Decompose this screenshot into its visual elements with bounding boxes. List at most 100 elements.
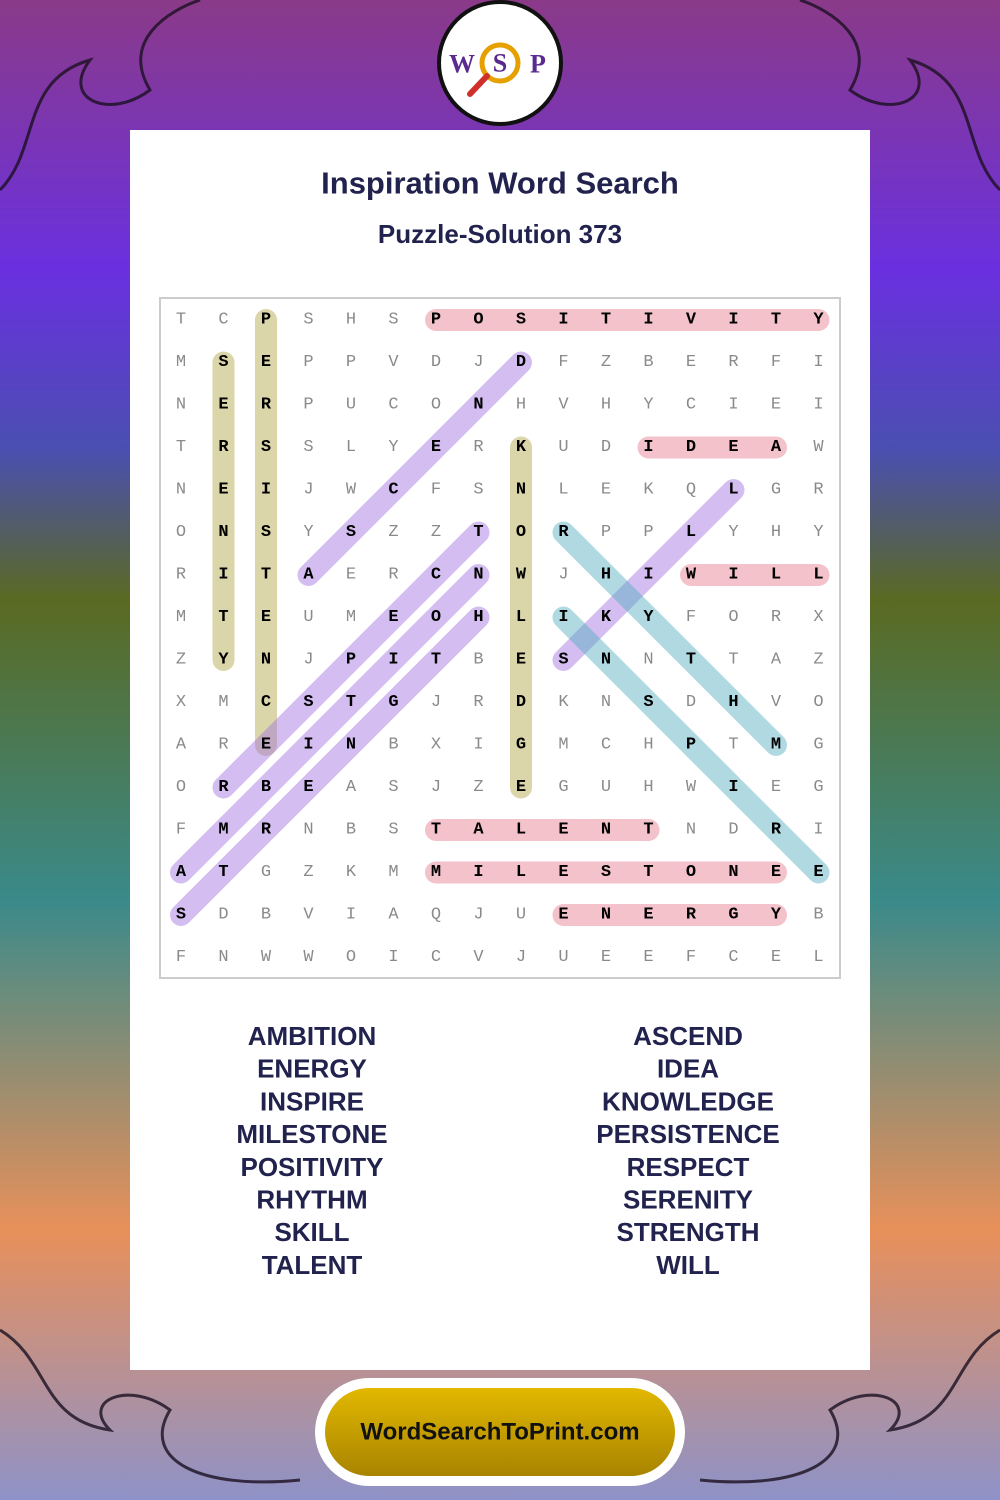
grid-letter: M bbox=[431, 863, 441, 882]
grid-letter: Z bbox=[601, 353, 611, 372]
grid-letter: V bbox=[558, 396, 569, 415]
grid-letter: D bbox=[431, 353, 441, 372]
grid-letter: A bbox=[303, 566, 314, 585]
grid-letter: I bbox=[388, 651, 398, 670]
grid-letter: P bbox=[261, 311, 271, 330]
grid-letter: O bbox=[346, 948, 356, 967]
grid-letter: X bbox=[813, 608, 823, 627]
grid-letter: N bbox=[346, 736, 356, 755]
grid-letter: E bbox=[516, 778, 526, 797]
logo-letter: P bbox=[530, 50, 546, 79]
word: MILESTONE bbox=[236, 1119, 387, 1149]
footer-url[interactable]: WordSearchToPrint.com bbox=[360, 1419, 639, 1446]
grid-letter: O bbox=[431, 608, 441, 627]
grid-letter: P bbox=[431, 311, 441, 330]
grid-letter: H bbox=[771, 523, 781, 542]
grid-letter: L bbox=[728, 481, 738, 500]
word: SKILL bbox=[274, 1217, 349, 1247]
grid-letter: W bbox=[686, 778, 697, 797]
grid-letter: R bbox=[728, 353, 738, 372]
grid-letter: C bbox=[431, 948, 441, 967]
grid-letter: T bbox=[261, 566, 271, 585]
grid-letter: R bbox=[813, 481, 823, 500]
grid-letter: S bbox=[388, 821, 398, 840]
grid-letter: U bbox=[516, 906, 526, 925]
grid-letter: C bbox=[218, 311, 228, 330]
grid-letter: I bbox=[813, 396, 823, 415]
grid-letter: E bbox=[431, 438, 441, 457]
grid-letter: I bbox=[643, 566, 653, 585]
grid-letter: I bbox=[558, 608, 568, 627]
grid-letter: S bbox=[303, 438, 313, 457]
grid-letter: M bbox=[388, 863, 398, 882]
grid-letter: H bbox=[601, 396, 611, 415]
grid-letter: E bbox=[346, 566, 356, 585]
grid-letter: Y bbox=[728, 523, 738, 542]
grid-letter: H bbox=[346, 311, 356, 330]
grid-letter: O bbox=[686, 863, 696, 882]
grid-letter: P bbox=[601, 523, 611, 542]
grid-letter: N bbox=[218, 523, 228, 542]
grid-letter: F bbox=[771, 353, 781, 372]
grid-letter: E bbox=[388, 608, 398, 627]
grid-letter: D bbox=[686, 438, 696, 457]
grid-letter: D bbox=[686, 693, 696, 712]
grid-letter: Y bbox=[218, 651, 229, 670]
grid-letter: S bbox=[218, 353, 228, 372]
grid-letter: E bbox=[813, 863, 823, 882]
grid-letter: E bbox=[771, 396, 781, 415]
grid-letter: H bbox=[728, 693, 738, 712]
grid-letter: J bbox=[516, 948, 526, 967]
word: ASCEND bbox=[633, 1021, 743, 1051]
grid-letter: G bbox=[558, 778, 568, 797]
footer-button[interactable] bbox=[325, 1388, 675, 1476]
grid-letter: Y bbox=[643, 396, 653, 415]
word: KNOWLEDGE bbox=[602, 1086, 774, 1116]
grid-letter: A bbox=[346, 778, 357, 797]
highlight bbox=[552, 606, 830, 884]
grid-letter: S bbox=[176, 906, 186, 925]
grid-letter: A bbox=[771, 651, 782, 670]
grid-letter: F bbox=[176, 948, 186, 967]
grid-letter: T bbox=[601, 311, 611, 330]
grid-letter: T bbox=[346, 693, 356, 712]
grid-letter: C bbox=[261, 693, 271, 712]
grid-letter: R bbox=[218, 438, 229, 457]
grid-letter: B bbox=[346, 821, 356, 840]
word: WILL bbox=[656, 1250, 720, 1280]
grid-letter: I bbox=[813, 821, 823, 840]
grid-letter: V bbox=[771, 693, 782, 712]
grid-letter: N bbox=[176, 396, 186, 415]
grid-letter: I bbox=[643, 311, 653, 330]
grid-letter: N bbox=[261, 651, 271, 670]
grid-letter: R bbox=[176, 566, 186, 585]
grid-letter: L bbox=[771, 566, 781, 585]
grid-letter: I bbox=[261, 481, 271, 500]
grid-letter: S bbox=[303, 311, 313, 330]
grid-letter: B bbox=[813, 906, 823, 925]
grid-letter: C bbox=[388, 481, 398, 500]
grid-letter: U bbox=[558, 438, 568, 457]
grid-letter: K bbox=[346, 863, 357, 882]
grid-letter: I bbox=[473, 736, 483, 755]
grid-letter: L bbox=[558, 481, 568, 500]
grid-letter: R bbox=[218, 778, 229, 797]
grid-letter: U bbox=[558, 948, 568, 967]
grid-letter: E bbox=[218, 396, 228, 415]
grid-letter: R bbox=[261, 821, 272, 840]
word-list: AMBITIONENERGYINSPIREMILESTONEPOSITIVITY… bbox=[236, 1021, 779, 1280]
grid-letter: I bbox=[558, 311, 568, 330]
grid-letter: D bbox=[516, 693, 526, 712]
grid-letter: I bbox=[346, 906, 356, 925]
grid-letter: O bbox=[176, 523, 186, 542]
grid-letter: E bbox=[728, 438, 738, 457]
grid-letter: M bbox=[346, 608, 356, 627]
grid-letter: B bbox=[261, 906, 271, 925]
grid-letter: W bbox=[303, 948, 314, 967]
grid-letter: P bbox=[686, 736, 696, 755]
grid-letter: E bbox=[643, 906, 653, 925]
grid-letter: M bbox=[218, 693, 228, 712]
grid-letter: P bbox=[346, 353, 356, 372]
